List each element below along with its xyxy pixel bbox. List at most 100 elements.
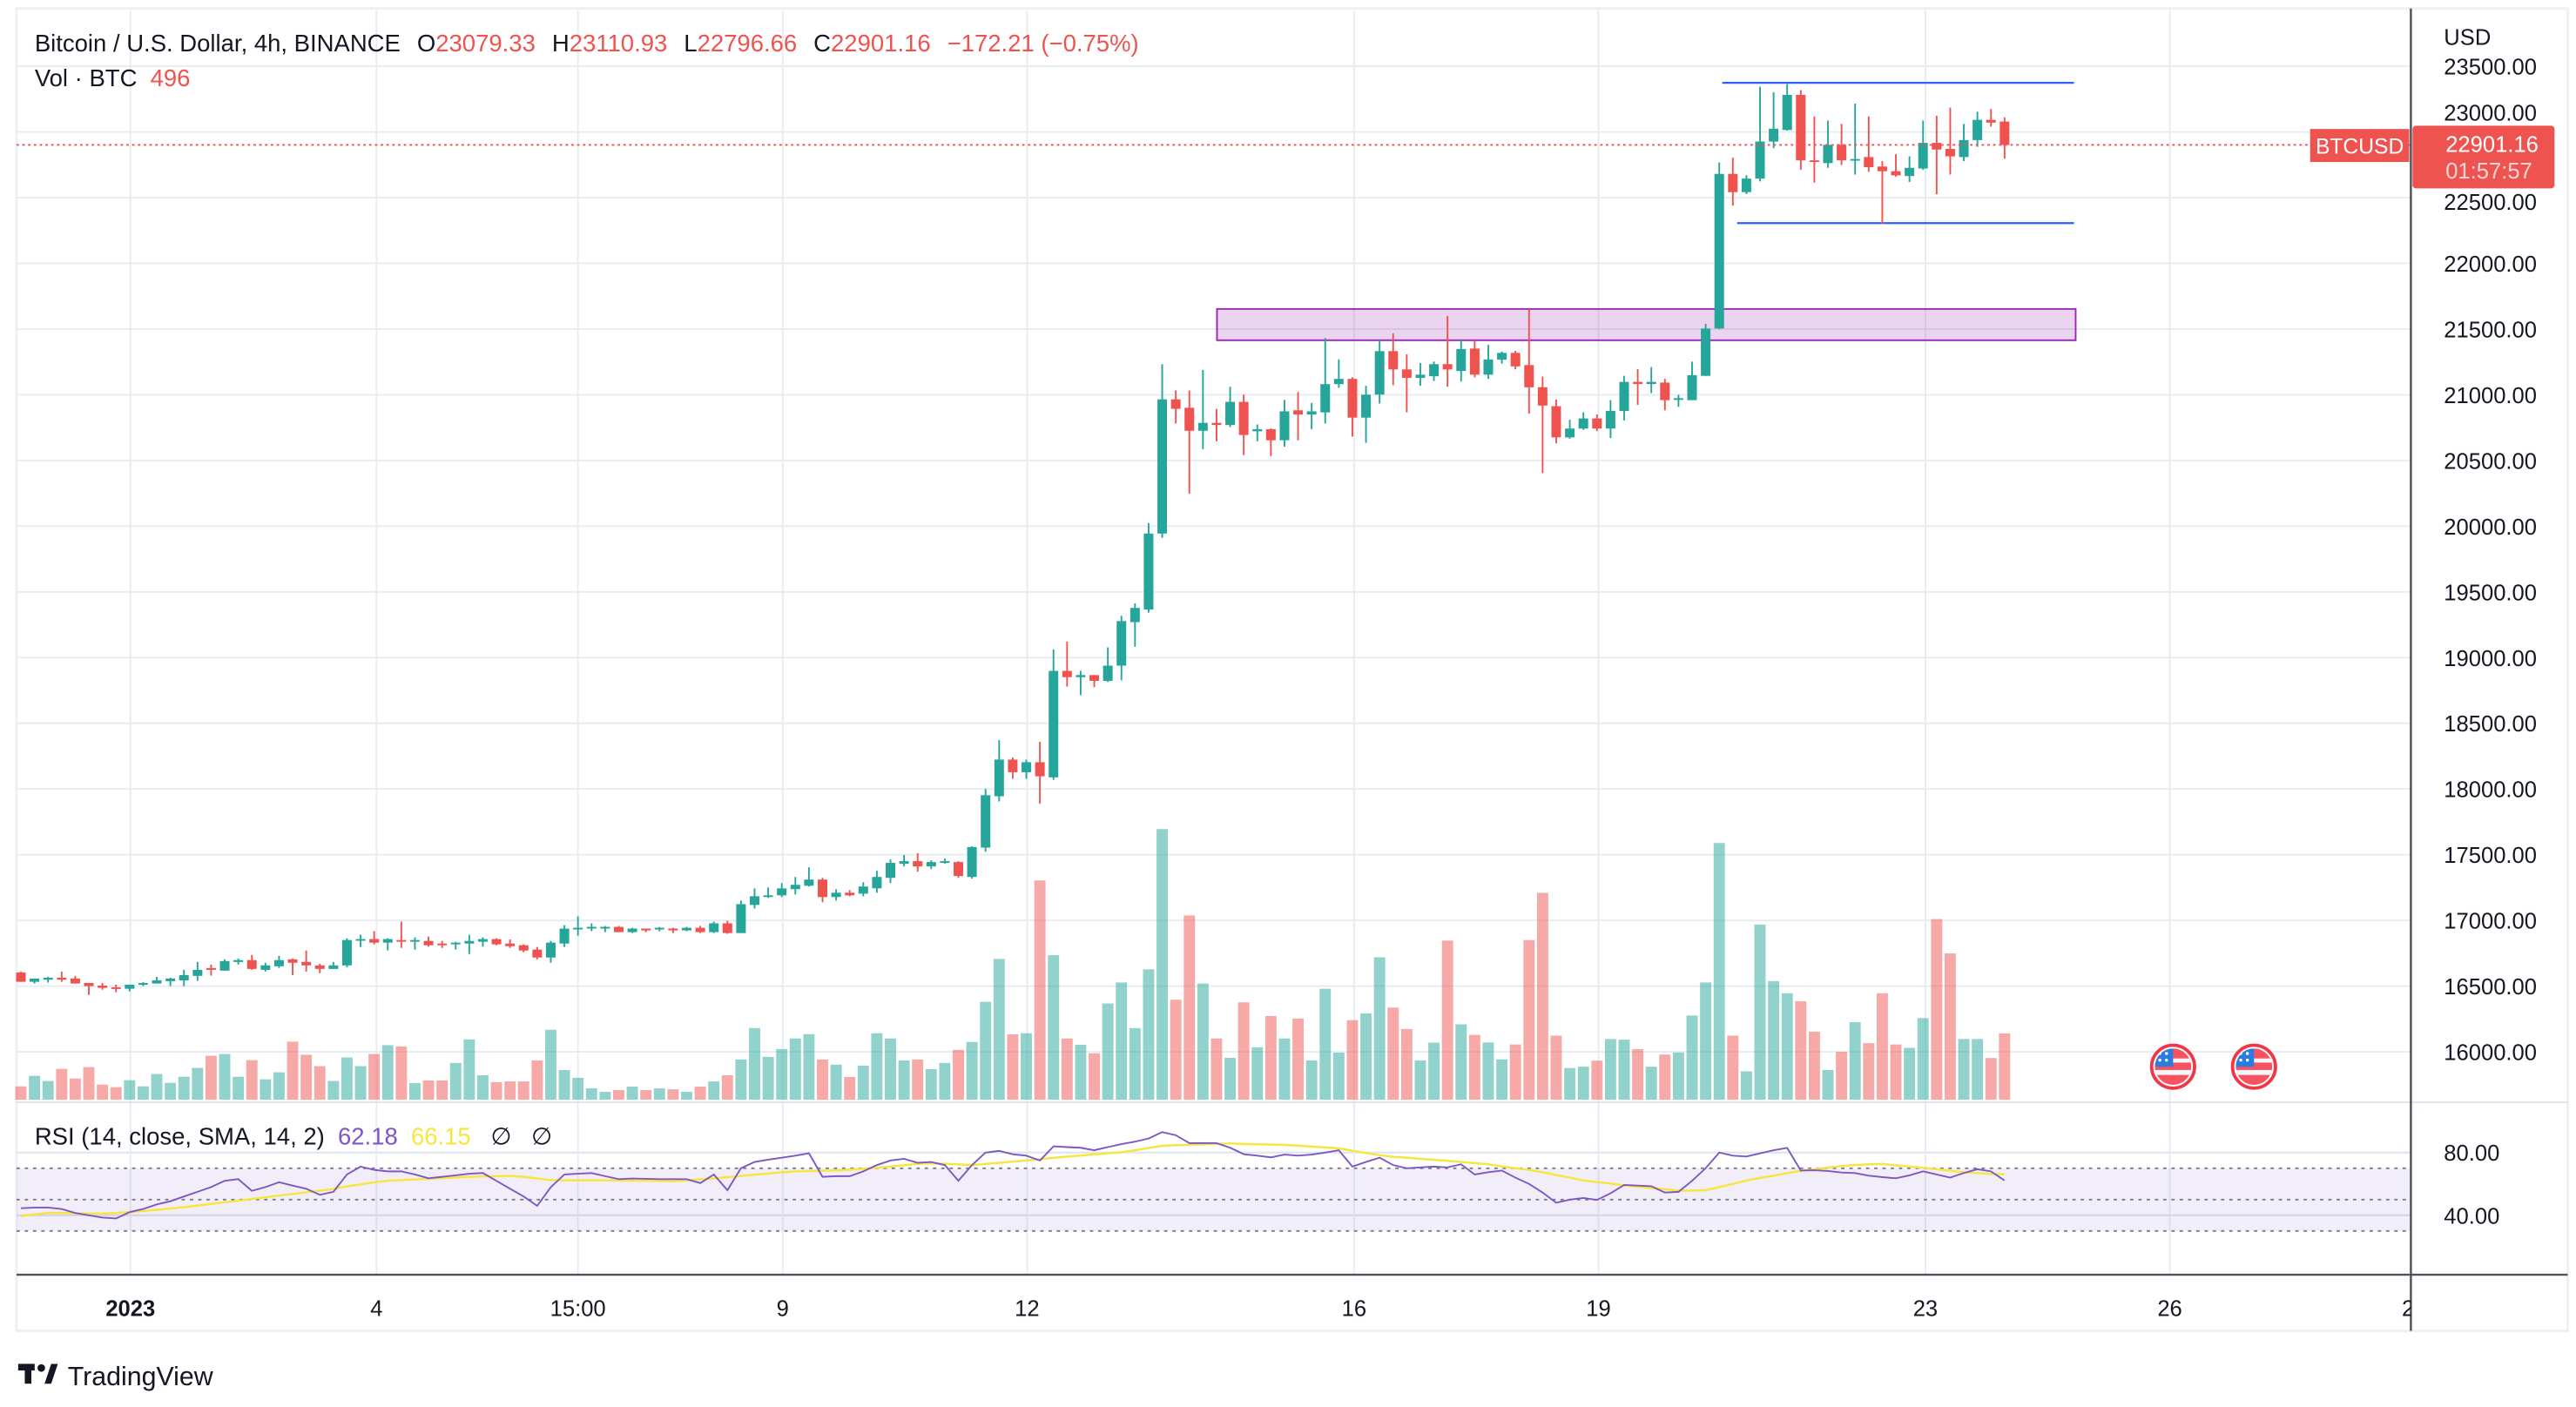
candle <box>1008 757 1018 779</box>
volume-bar <box>545 1029 556 1101</box>
candle <box>1999 117 2010 159</box>
volume-bar <box>667 1089 679 1101</box>
volume-bar <box>490 1081 502 1101</box>
volume-bar <box>1686 1015 1698 1101</box>
price-axis[interactable]: 23500.00 23000.00 22500.00 22000.00 21500.00… <box>2444 56 2537 1066</box>
candle <box>790 877 800 895</box>
candle-body <box>967 846 977 878</box>
candle-body <box>1537 387 1548 406</box>
rsi-axis[interactable]: 80.00 40.00 <box>2444 1141 2499 1229</box>
candle-body <box>138 982 148 985</box>
candle-body <box>1646 381 1656 385</box>
candle <box>722 920 732 934</box>
candle-body <box>396 939 407 942</box>
candle <box>1782 84 1792 131</box>
us-flag-icon <box>2155 1048 2192 1086</box>
candle-body <box>30 978 40 982</box>
candle-body <box>301 961 312 966</box>
price-axis-currency[interactable]: USD <box>2444 25 2491 50</box>
volume-bar <box>1795 1001 1807 1101</box>
candle <box>192 961 203 981</box>
time-tick-label: 4 <box>370 1296 382 1321</box>
candle-body <box>1565 428 1575 438</box>
candle-body <box>695 927 705 932</box>
candle <box>777 883 787 898</box>
volume-bar <box>1224 1058 1236 1101</box>
high-value: 23110.93 <box>570 30 668 57</box>
time-tick-label: 2023 <box>105 1296 155 1321</box>
candle-body <box>464 940 475 944</box>
price-tick-label: 21500.00 <box>2444 318 2537 342</box>
candle-body <box>994 759 1004 797</box>
candle-body <box>355 939 366 941</box>
candle-body <box>831 892 841 898</box>
volume-bar <box>1373 957 1386 1101</box>
time-axis[interactable]: 2023 4 15:00 9 12 16 19 23 26 29 <box>105 1296 2426 1321</box>
legend-main[interactable]: Bitcoin / U.S. Dollar, 4h, BINANCE O23079… <box>35 30 1139 57</box>
candle <box>165 977 176 986</box>
candle <box>627 927 637 933</box>
candle-body <box>926 862 936 867</box>
volume-bar <box>613 1090 624 1101</box>
candle-body <box>573 927 583 930</box>
symbol-title[interactable]: Bitcoin / U.S. Dollar, 4h, BINANCE <box>35 30 401 57</box>
drawings[interactable] <box>1216 81 2077 341</box>
candle <box>16 971 26 982</box>
candle-body <box>1701 328 1711 376</box>
candle-body <box>1442 364 1453 370</box>
volume-bar <box>1157 829 1168 1101</box>
event-marker[interactable] <box>2149 1043 2196 1090</box>
candle-body <box>341 939 352 966</box>
volume-bar <box>83 1067 95 1101</box>
candle <box>518 944 529 953</box>
candle-body <box>1619 381 1629 411</box>
candle-body <box>1279 411 1290 441</box>
volume-bar <box>1251 1047 1264 1101</box>
candle <box>1388 333 1399 386</box>
legend-volume[interactable]: Vol · BTC 496 <box>35 64 191 91</box>
candle <box>831 889 841 901</box>
candle <box>886 859 896 884</box>
volume-bar <box>1346 1020 1359 1101</box>
volume-bar <box>368 1054 381 1101</box>
time-tick-label: 9 <box>777 1296 789 1321</box>
candle-body <box>600 926 610 929</box>
candle <box>668 927 678 933</box>
zone-rectangle[interactable] <box>1216 307 2077 341</box>
close-value: 22901.16 <box>831 30 931 57</box>
price-tick-label: 18500.00 <box>2444 712 2537 737</box>
candle <box>125 984 135 992</box>
candle <box>872 871 882 893</box>
candle-body <box>437 943 448 946</box>
candle <box>1537 376 1548 474</box>
candle-body <box>369 939 380 943</box>
volume-bar <box>1428 1042 1440 1101</box>
volume-bar <box>29 1075 41 1101</box>
candle-body <box>1415 374 1426 378</box>
candle <box>1809 116 1819 183</box>
volume-bar <box>830 1064 842 1101</box>
event-marker[interactable] <box>2230 1043 2277 1090</box>
rsi-legend[interactable]: RSI (14, close, SMA, 14, 2) 62.18 66.15 ∅ ∅ <box>35 1122 552 1149</box>
candle <box>1578 412 1588 430</box>
candle <box>1945 107 1955 175</box>
candle <box>1022 759 1032 779</box>
volume-bar <box>1972 1039 1984 1101</box>
candle <box>1279 400 1290 448</box>
tradingview-logo[interactable]: TradingView <box>17 1363 213 1391</box>
candle-body <box>1945 149 1955 157</box>
candle-body <box>1728 173 1738 192</box>
volume-bar <box>205 1055 217 1101</box>
volume-bar <box>1400 1028 1413 1101</box>
candle-body <box>804 879 814 886</box>
candle <box>1497 351 1507 364</box>
candle-body <box>1143 533 1154 610</box>
candle-body <box>1959 139 1969 158</box>
candle <box>477 937 488 947</box>
high-label: H <box>552 30 570 57</box>
candle-body <box>1374 351 1385 395</box>
candle <box>763 887 773 899</box>
volume-bar <box>1116 982 1128 1101</box>
candle <box>1306 402 1317 429</box>
